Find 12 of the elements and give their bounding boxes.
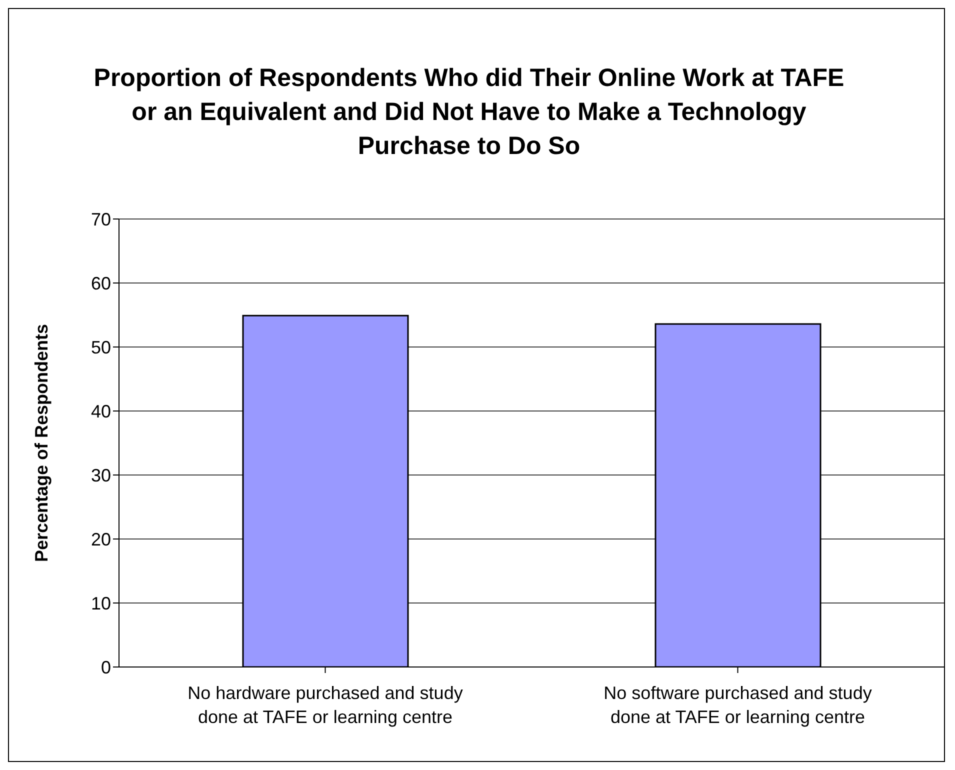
y-tick-label: 50 — [90, 337, 111, 358]
y-tick-label: 40 — [90, 401, 111, 422]
y-tick-label: 10 — [90, 593, 111, 614]
y-tick-label: 30 — [90, 465, 111, 486]
x-tick-label: No hardware purchased and study done at TAFE or learning centre — [188, 683, 463, 727]
chart-title: Proportion of Respondents Who did Their Online Work at TAFE or an Equivalent and Did Not Have to Make a Technology Purchase to Do So — [92, 63, 846, 162]
x-tick-label: No software purchased and study done at TAFE or learning centre — [604, 683, 872, 727]
y-tick-label: 0 — [100, 657, 111, 678]
y-tick-label: 70 — [90, 209, 111, 230]
y-tick-label: 20 — [90, 529, 111, 550]
y-tick-label: 60 — [90, 273, 111, 294]
y-axis-title: Percentage of Respondents — [31, 324, 52, 562]
